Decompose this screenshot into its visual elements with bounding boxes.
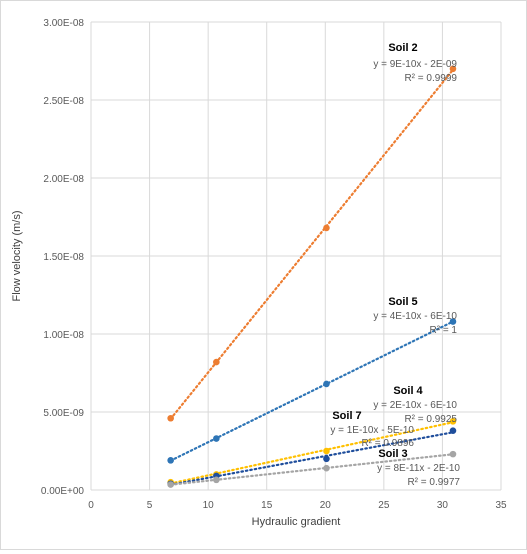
y-axis-title: Flow velocity (m/s) — [11, 210, 23, 301]
series-soil-3 — [167, 450, 457, 488]
x-tick-label: 0 — [88, 500, 94, 511]
data-point — [449, 450, 457, 458]
data-point — [449, 418, 457, 425]
y-tick-label: 2.00E-08 — [43, 174, 84, 185]
x-axis-title: Hydraulic gradient — [252, 516, 341, 528]
series-soil-5 — [167, 318, 457, 464]
data-point — [323, 447, 330, 455]
data-point — [449, 427, 457, 435]
x-tick-label: 10 — [203, 500, 215, 511]
grid — [90, 21, 502, 491]
r-squared-label: R² = 0.9999 — [404, 73, 457, 84]
trendline-equation: y = 8E-11x - 2E-10 — [377, 463, 460, 474]
y-tick-label: 1.50E-08 — [43, 252, 84, 263]
data-point — [167, 481, 174, 488]
data-point — [167, 414, 174, 422]
axes: 0 5 10 15 20 25 30 35 0.00E+00 5.00E-09 1.00E-08 1.… — [41, 18, 507, 511]
x-tick-label: 25 — [378, 500, 390, 511]
data-point — [213, 435, 220, 442]
data-point — [323, 380, 330, 388]
data-point — [213, 358, 220, 366]
y-tick-label: 5.00E-09 — [43, 408, 84, 419]
data-point — [449, 65, 457, 73]
x-tick-label: 30 — [437, 500, 449, 511]
series-label-soil-5: Soil 5 — [388, 296, 417, 308]
data-point — [323, 464, 330, 472]
data-point — [167, 457, 174, 464]
trendline-equation: y = 9E-10x - 2E-09 — [373, 59, 457, 70]
r-squared-label: R² = 0.9896 — [361, 438, 414, 449]
series-label-soil-7: Soil 7 — [332, 410, 361, 422]
trendline-soil-7 — [169, 431, 455, 486]
y-tick-label: 0.00E+00 — [41, 486, 85, 497]
r-squared-label: R² = 0.9925 — [404, 414, 457, 425]
series-label-soil-3: Soil 3 — [378, 448, 407, 460]
series-label-soil-4: Soil 4 — [393, 385, 423, 397]
trendline-equation: y = 4E-10x - 6E-10 — [373, 311, 457, 322]
data-point — [323, 455, 330, 463]
x-tick-label: 5 — [147, 500, 153, 511]
r-squared-label: R² = 1 — [429, 325, 457, 336]
annotation-layer: Soil 2 y = 9E-10x - 2E-09 R² = 0.9999 Soil … — [330, 42, 460, 488]
x-tick-label: 15 — [261, 500, 273, 511]
trendline-soil-5 — [169, 320, 455, 462]
data-point — [449, 318, 457, 325]
y-tick-label: 3.00E-08 — [43, 18, 84, 29]
series-layer — [167, 65, 457, 488]
trendline-equation: y = 1E-10x - 5E-10 — [330, 425, 414, 436]
r-squared-label: R² = 0.9977 — [407, 477, 460, 488]
x-tick-label: 20 — [320, 500, 332, 511]
trendline-equation: y = 2E-10x - 6E-10 — [373, 400, 457, 411]
x-tick-label: 35 — [495, 500, 507, 511]
y-tick-label: 1.00E-08 — [43, 330, 84, 341]
trendline-soil-2 — [169, 68, 455, 420]
trendline-soil-4 — [169, 421, 455, 485]
data-point — [323, 224, 330, 232]
y-tick-label: 2.50E-08 — [43, 96, 84, 107]
data-point — [213, 476, 220, 484]
series-label-soil-2: Soil 2 — [388, 42, 417, 54]
series-soil-2 — [167, 65, 457, 422]
